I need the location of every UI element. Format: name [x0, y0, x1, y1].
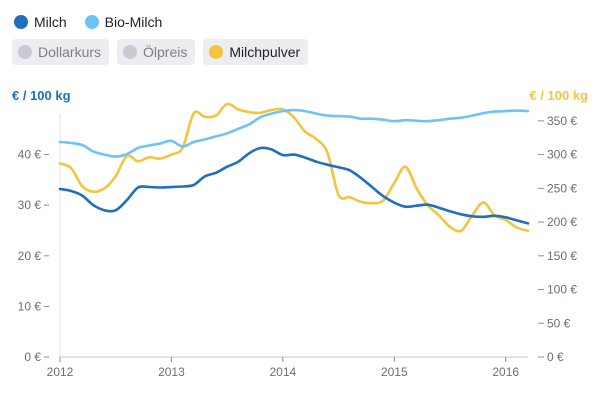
legend-label: Dollarkurs	[38, 44, 102, 60]
y-right-tick-label: 50 €	[547, 316, 571, 330]
legend-dot-icon	[209, 45, 224, 59]
y-right-tick-label: 200 €	[547, 215, 577, 229]
x-tick-label: 2015	[381, 365, 408, 379]
x-tick-label: 2014	[270, 365, 297, 379]
x-tick-label: 2012	[47, 365, 74, 379]
legend-item-milch[interactable]: Milch	[12, 9, 75, 35]
legend-dot-icon	[18, 45, 32, 59]
y-right-tick-label: 350 €	[547, 114, 577, 128]
y-left-tick-label: 20 €	[18, 249, 42, 263]
legend-label: Bio-Milch	[104, 14, 163, 30]
legend-dot-icon	[84, 15, 99, 29]
legend-row: Milch Bio-Milch	[12, 9, 170, 35]
x-tick-label: 2016	[492, 365, 519, 379]
y-left-tick-label: 40 €	[18, 148, 42, 162]
legend-label: Milch	[34, 14, 67, 30]
legend-item-milchpulver[interactable]: Milchpulver	[203, 39, 309, 65]
y-axis-right-title: € / 100 kg	[529, 88, 588, 103]
legend-item-bio-milch[interactable]: Bio-Milch	[83, 9, 171, 35]
y-left-tick-label: 10 €	[18, 299, 42, 313]
series-line-milchpulver	[58, 102, 530, 233]
y-right-tick-label: 250 €	[547, 181, 577, 195]
legend-item-oelpreis[interactable]: Ölpreis	[117, 39, 196, 65]
legend-dot-icon	[123, 45, 138, 59]
y-axis-left-title: € / 100 kg	[12, 88, 71, 103]
legend-dot-icon	[14, 15, 28, 29]
series-line-milch	[58, 146, 530, 225]
y-left-tick-label: 30 €	[18, 198, 42, 212]
x-tick-label: 2013	[158, 365, 185, 379]
legend-label: Milchpulver	[229, 44, 301, 60]
legend-row: Dollarkurs Ölpreis Milchpulver	[12, 39, 309, 65]
y-right-tick-label: 0 €	[547, 350, 564, 364]
y-left-tick-label: 0 €	[24, 350, 41, 364]
y-right-tick-label: 100 €	[547, 283, 577, 297]
legend-label: Ölpreis	[143, 44, 188, 60]
legend-item-dollarkurs[interactable]: Dollarkurs	[12, 39, 110, 65]
y-right-tick-label: 300 €	[547, 148, 577, 162]
y-right-tick-label: 150 €	[547, 249, 577, 263]
series-line-bio-milch	[58, 108, 530, 158]
